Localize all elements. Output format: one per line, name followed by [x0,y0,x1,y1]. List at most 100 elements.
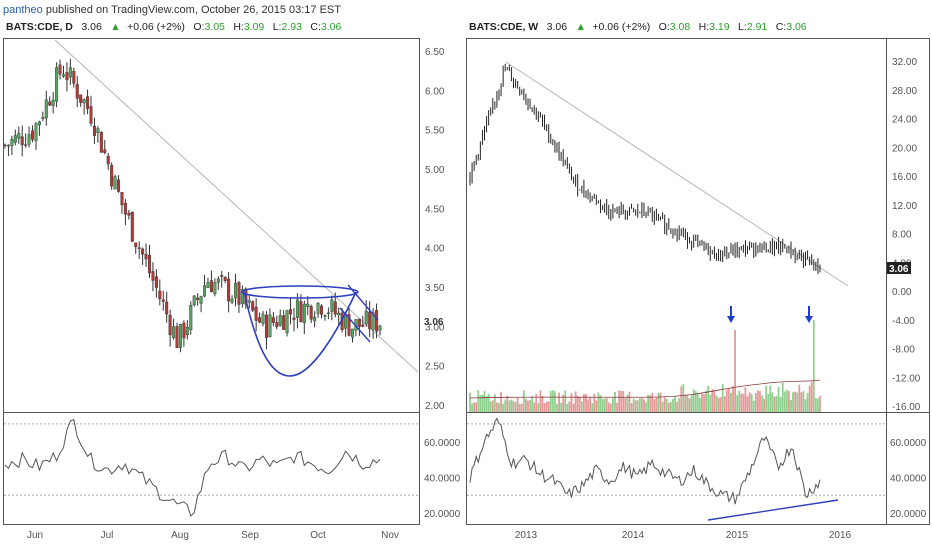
left-trendline [54,39,419,373]
volume-bar [597,392,600,412]
daily-candle [368,311,372,329]
author-link[interactable]: pantheo [3,4,43,16]
volume-bar [525,398,527,412]
right-y-tick: 24.00 [892,115,917,126]
daily-candle [17,132,21,139]
daily-candle [24,144,28,146]
daily-candle [323,315,327,317]
daily-candle [220,275,224,277]
daily-candle [99,132,103,153]
left-x-tick: Nov [381,530,399,541]
daily-candle [41,117,45,119]
volume-bar [785,389,788,412]
volume-bar [730,392,732,412]
daily-candle [350,328,354,338]
right-x-tick: 2016 [829,530,852,541]
right-y-tick: 0.00 [892,287,912,298]
volume-bar [763,398,765,412]
right-y-tick: -12.00 [892,373,921,384]
left-open: 3.05 [204,21,225,33]
daily-candle [326,312,330,315]
volume-bar [493,394,496,412]
volume-bar [469,392,471,412]
volume-bar [688,398,691,412]
daily-candle [206,282,210,288]
volume-bar [678,398,681,412]
daily-candle [61,74,65,77]
left-last-price-label: 3.06 [424,317,444,328]
volume-bar [765,385,768,412]
daily-candle [82,99,86,104]
left-high: 3.09 [244,21,265,33]
left-x-tick: Oct [310,530,326,541]
daily-candle [330,299,334,312]
left-y-tick: 5.50 [425,126,445,137]
daily-candle [44,99,48,119]
volume-bar [777,386,780,412]
right-high: 3.19 [709,21,730,33]
volume-bar [611,397,614,412]
right-y-tick: 12.00 [892,201,917,212]
volume-bar [638,398,641,412]
volume-bar [491,400,494,412]
volume-bar [539,390,542,412]
volume-bar [568,401,571,412]
volume-bar [591,403,594,412]
right-y-tick: 20.00 [892,143,917,154]
left-y-tick: 2.00 [425,401,445,412]
daily-candle [20,136,24,146]
volume-bar [589,397,592,412]
daily-candle [134,242,138,247]
volume-bar [531,395,534,412]
volume-bar [614,391,616,412]
daily-candle [79,94,83,103]
right-y-tick: 8.00 [892,230,912,241]
right-osc-tick: 40.0000 [890,473,927,484]
volume-bar [549,390,552,412]
volume-bar [628,391,631,412]
volume-bar [580,401,583,412]
volume-bar [622,390,625,412]
volume-bar [723,396,726,412]
daily-candle [89,106,93,124]
volume-bar [669,401,672,412]
daily-candle [27,134,31,145]
left-change: +0.06 (+2%) [127,21,185,33]
daily-candle [264,314,268,338]
right-last-price-label: 3.06 [889,264,909,275]
volume-bar [690,395,693,412]
volume-bar [794,391,797,412]
arrow-icon-1-head [727,316,735,323]
volume-bar [750,393,753,412]
volume-bar [640,398,643,412]
left-x-tick: Jul [101,530,114,541]
right-x-tick: 2014 [622,530,645,541]
volume-bar [705,390,707,412]
daily-candle [175,326,179,348]
volume-bar [483,391,486,412]
daily-candle [120,191,124,206]
volume-bar [796,392,799,412]
daily-candle [196,297,200,300]
volume-bar [773,396,776,412]
right-y-tick: 16.00 [892,172,917,183]
volume-bar [498,403,500,412]
volume-bar [504,399,507,412]
right-legend: BATS:CDE, W 3.06 ▲ +0.06 (+2%) O:3.08 H:… [469,17,807,34]
volume-bar [684,394,687,412]
volume-bar [698,397,701,412]
daily-candle [103,149,107,153]
volume-bar [522,390,525,412]
daily-candle [96,128,100,134]
left-oscillator-line [4,418,381,517]
volume-bar [798,384,801,412]
right-last: 3.06 [547,21,568,33]
right-panel-frame [466,38,930,525]
volume-bar [487,393,490,412]
right-y-tick: -8.00 [892,345,915,356]
volume-bar [496,402,498,412]
volume-bar [802,391,805,412]
daily-candle [268,314,272,337]
daily-candle [227,278,231,302]
